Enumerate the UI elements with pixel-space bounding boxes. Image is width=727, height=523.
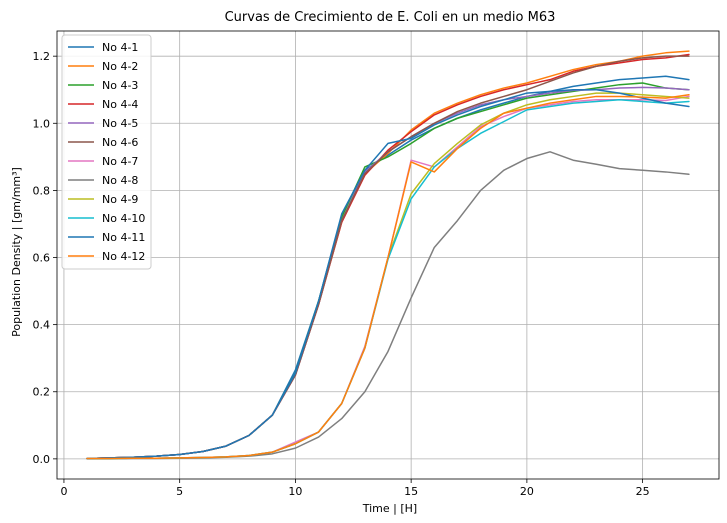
- y-tick-label: 0.0: [33, 453, 51, 466]
- legend: No 4-1 No 4-2 No 4-3 No 4-4 No 4-5 No 4-6 No 4…: [61, 34, 152, 270]
- series-line: [86, 94, 690, 460]
- x-tick-label: 15: [404, 485, 418, 498]
- legend-label: No 4-4: [102, 98, 138, 111]
- x-tick-label: 20: [520, 485, 534, 498]
- y-tick-label: 0.6: [33, 252, 51, 265]
- legend-label: No 4-5: [102, 117, 138, 130]
- y-tick-label: 0.4: [33, 319, 51, 332]
- legend-label: No 4-3: [102, 79, 138, 92]
- x-tick-label: 5: [176, 485, 183, 498]
- legend-label: No 4-12: [102, 250, 145, 263]
- x-tick-label: 10: [288, 485, 302, 498]
- legend-label: No 4-10: [102, 212, 145, 225]
- y-tick-label: 0.2: [33, 386, 51, 399]
- tick-labels: 0 5 10 15 20 25 0.0 0.2 0.4 0.6 0.8 1.0 1.2: [33, 50, 650, 498]
- chart-title: Curvas de Crecimiento de E. Coli en un m…: [225, 10, 556, 25]
- legend-label: No 4-8: [102, 174, 138, 187]
- series-lines: [86, 50, 690, 460]
- legend-label: No 4-11: [102, 231, 145, 244]
- legend-label: No 4-7: [102, 155, 138, 168]
- y-tick-label: 1.0: [33, 117, 51, 130]
- axes: [53, 30, 720, 483]
- x-tick-label: 0: [60, 485, 67, 498]
- legend-label: No 4-9: [102, 193, 138, 206]
- x-tick-label: 25: [636, 485, 650, 498]
- y-tick-label: 0.8: [33, 184, 51, 197]
- legend-label: No 4-1: [102, 41, 138, 54]
- series-line: [86, 88, 690, 460]
- y-tick-label: 1.2: [33, 50, 51, 63]
- x-axis-label: Time | [H]: [362, 502, 417, 515]
- y-axis-label: Population Density | [gm/mm³]: [10, 167, 23, 337]
- legend-label: No 4-2: [102, 60, 138, 73]
- legend-label: No 4-6: [102, 136, 138, 149]
- legend-box: [61, 34, 152, 270]
- plot-frame: [56, 30, 720, 480]
